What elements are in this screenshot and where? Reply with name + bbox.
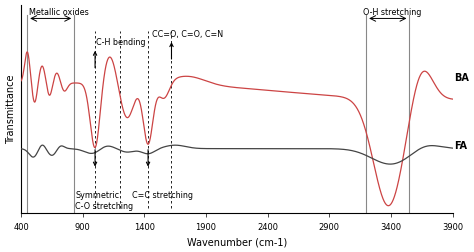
Text: C-H bending: C-H bending <box>96 38 146 47</box>
Text: O-H stretching: O-H stretching <box>363 8 421 17</box>
Text: Metallic oxides: Metallic oxides <box>28 8 88 17</box>
Text: CC=O, C=O, C=N: CC=O, C=O, C=N <box>152 29 223 38</box>
Text: Symmetric
C-O stretching: Symmetric C-O stretching <box>75 191 134 210</box>
Text: C=C stretching: C=C stretching <box>132 191 193 200</box>
X-axis label: Wavenumber (cm-1): Wavenumber (cm-1) <box>187 237 287 246</box>
Y-axis label: Transmittance: Transmittance <box>6 75 16 144</box>
Text: FA: FA <box>454 141 467 150</box>
Text: BA: BA <box>454 73 469 83</box>
